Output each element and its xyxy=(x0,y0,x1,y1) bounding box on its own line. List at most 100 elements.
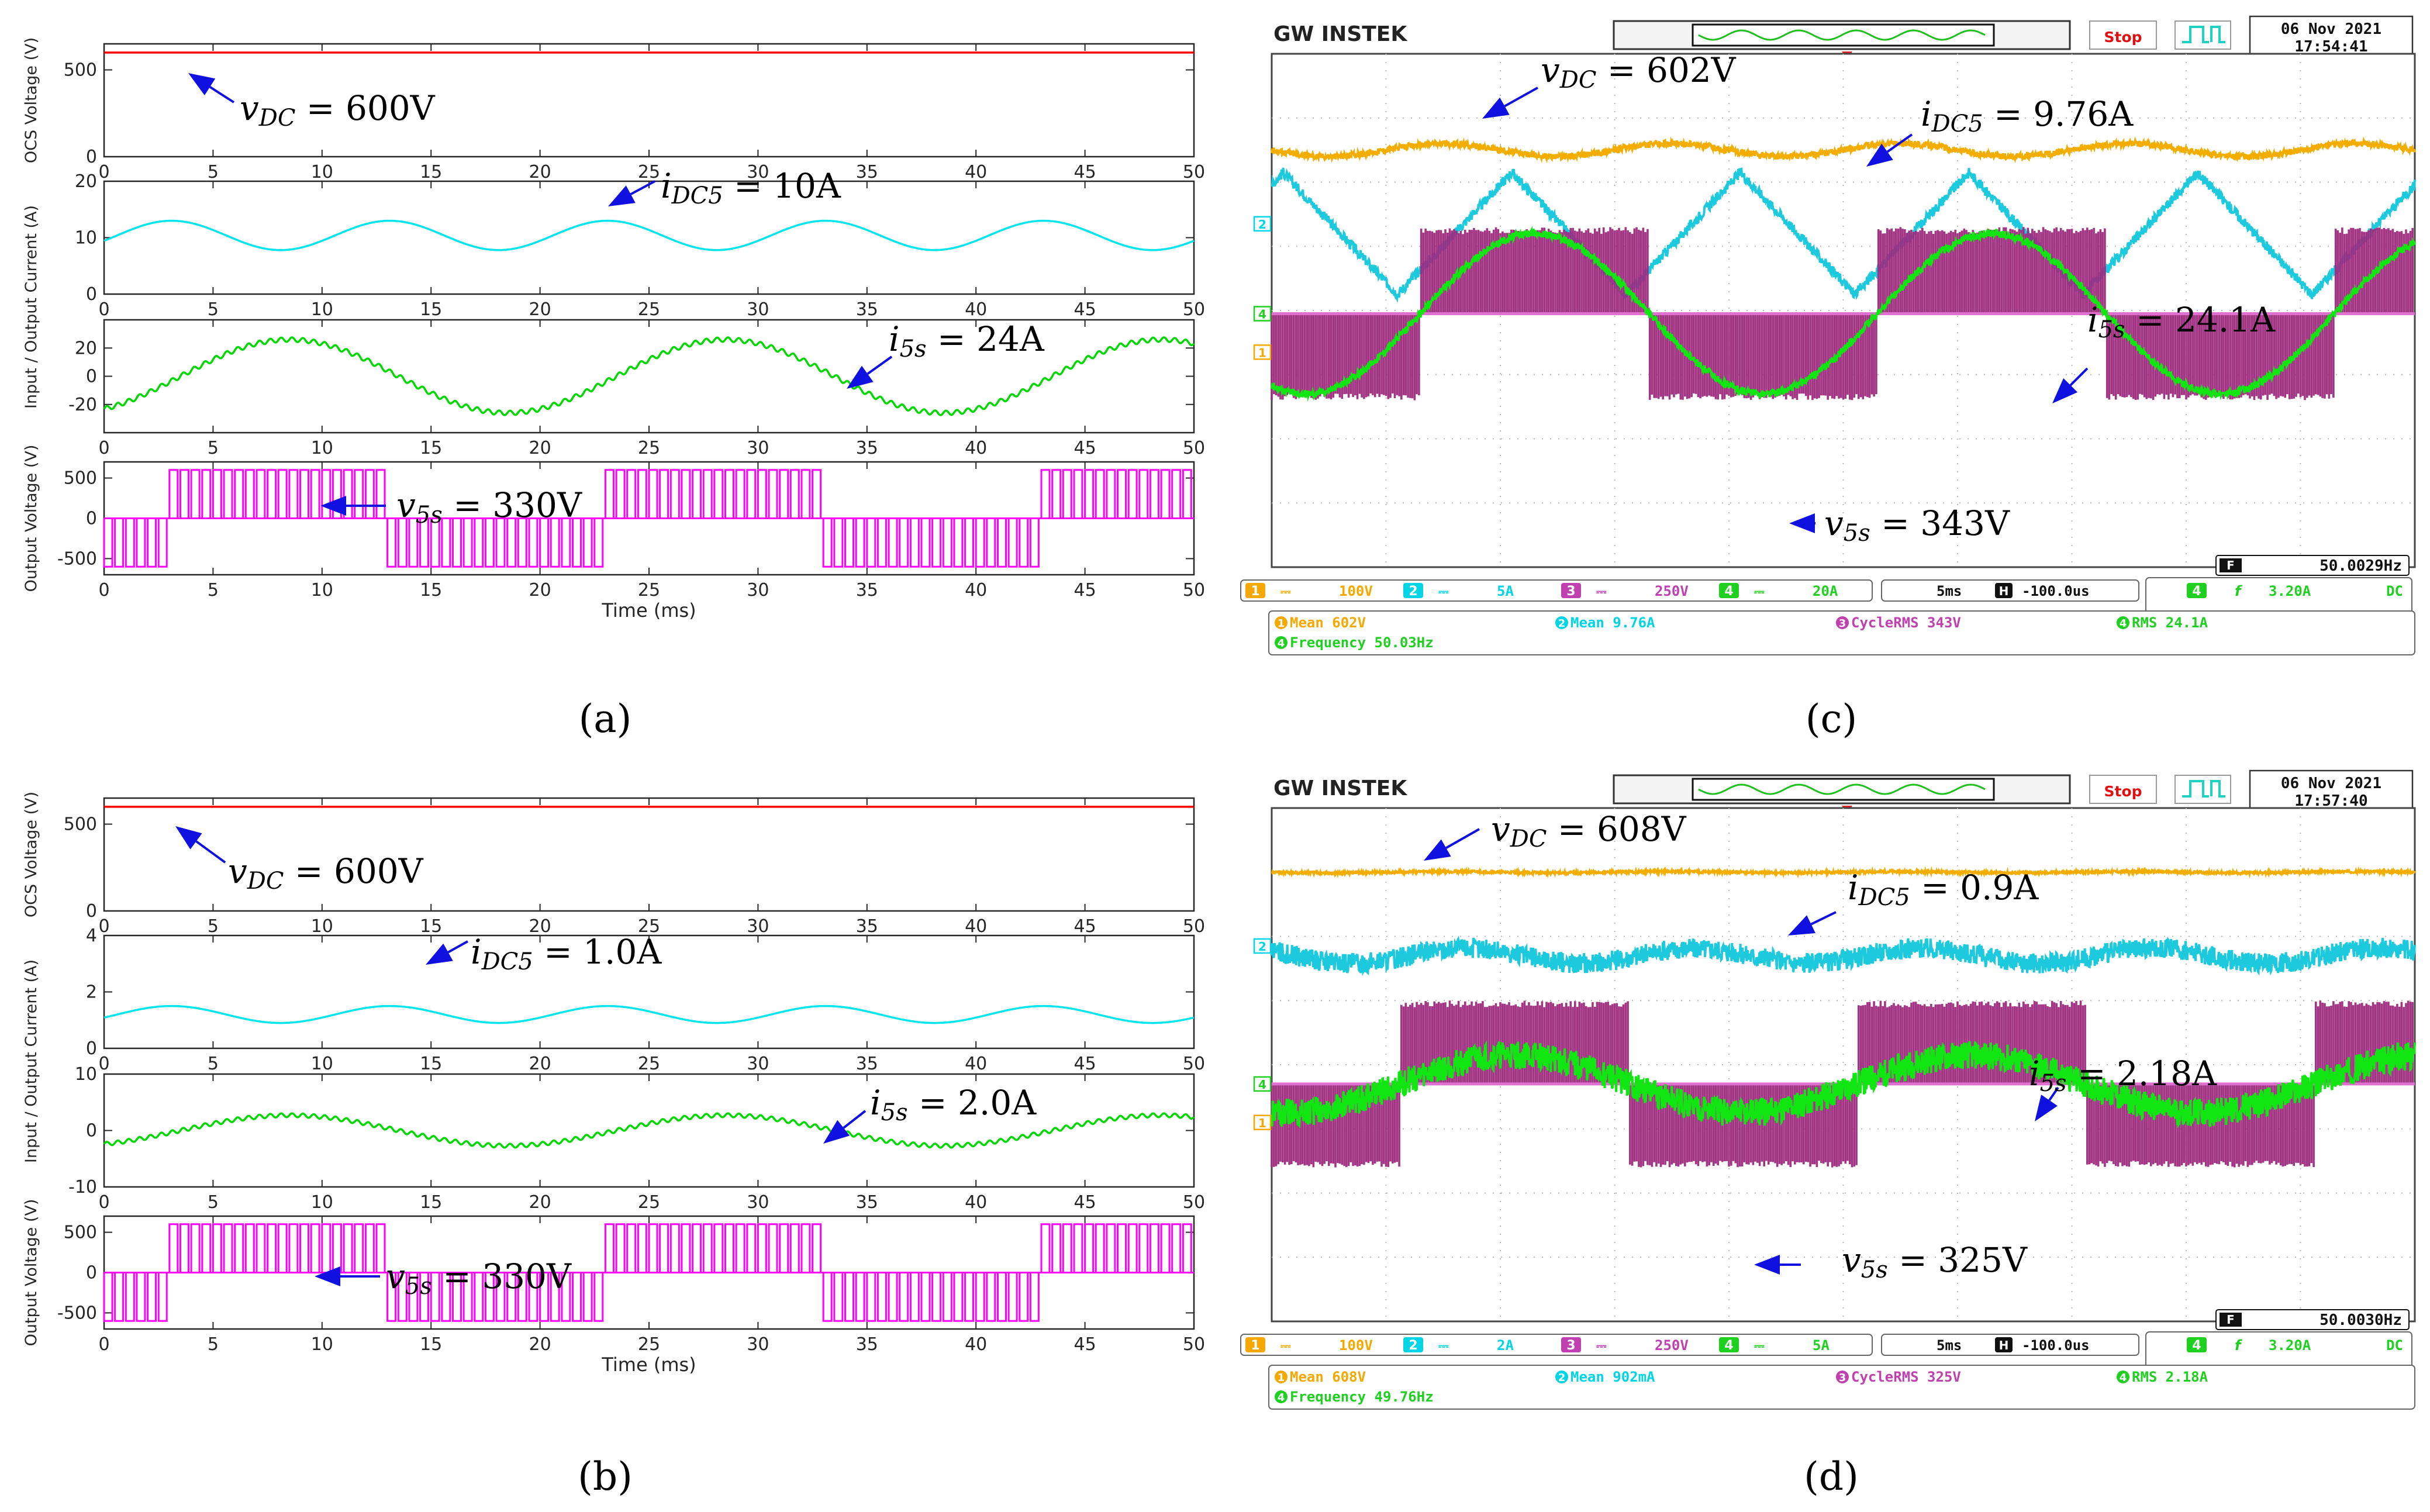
annotation-arrow-head xyxy=(1482,97,1510,119)
date-label: 06 Nov 2021 xyxy=(2281,20,2381,38)
y-tick-label: 0 xyxy=(86,901,97,921)
series-iDC5 xyxy=(103,1004,1195,1024)
x-tick-label: 30 xyxy=(747,1054,769,1074)
y-axis-label: Input / Output Current (A) xyxy=(22,205,40,409)
trigger-coupling: DC xyxy=(2386,1337,2403,1354)
freq-readout: 50.0030Hz xyxy=(2319,1311,2402,1329)
x-tick-label: 15 xyxy=(420,1334,442,1355)
x-tick-label: 25 xyxy=(638,580,660,600)
trigger-channel: 4 xyxy=(2192,584,2201,599)
y-axis-label: Output Voltage (V) xyxy=(22,445,40,592)
annotation-vDC: vDC = 600V xyxy=(175,826,424,895)
channel-marker-label: 4 xyxy=(1258,1078,1266,1092)
series-i5s xyxy=(103,336,1195,416)
panel-a-2: 0 5 10 15 20 25 30 35 40 45 50 -20 0 20 xyxy=(68,319,1205,458)
x-tick-label: 10 xyxy=(311,1054,333,1074)
annotation-arrow-shaft xyxy=(195,840,226,864)
x-tick-label: 40 xyxy=(965,1054,987,1074)
plot-frame xyxy=(103,319,1195,434)
channel-marker xyxy=(1253,1076,1272,1092)
measurement-channel: 3 xyxy=(1839,1372,1846,1384)
channel-number-box[interactable] xyxy=(1719,1337,1739,1352)
memory-waveform xyxy=(1698,29,1986,41)
channel-number-box[interactable] xyxy=(1561,1337,1581,1352)
y-tick-label: 10 xyxy=(75,228,97,248)
channel-marker-label: 1 xyxy=(1258,1116,1266,1130)
x-tick-label: 50 xyxy=(1183,1054,1205,1074)
x-tick-label: 0 xyxy=(98,438,109,458)
x-tick-label: 50 xyxy=(1183,162,1205,182)
channel-marker xyxy=(1253,344,1272,360)
stop-indicator[interactable] xyxy=(2089,20,2157,50)
channel-marker-label: 4 xyxy=(1258,307,1266,321)
channel-scale: 250V xyxy=(1655,1337,1689,1354)
annotation-label: v5s = 343V xyxy=(1824,503,2010,547)
measurement-channel: 4 xyxy=(2120,1372,2127,1384)
y-tick-label: 0 xyxy=(86,367,97,387)
annotation-arrow-head xyxy=(2052,378,2078,403)
trace-v5s xyxy=(1271,227,2414,401)
x-tick-label: 5 xyxy=(208,1054,219,1074)
x-tick-label: 40 xyxy=(965,580,987,600)
x-tick-label: 45 xyxy=(1074,438,1096,458)
y-tick-label: -20 xyxy=(68,395,97,415)
x-tick-label: 30 xyxy=(747,916,769,937)
x-tick-label: 25 xyxy=(638,438,660,458)
time-label: 17:57:40 xyxy=(2294,792,2367,810)
position-tag: H xyxy=(1999,1338,2009,1352)
channel-number-box[interactable] xyxy=(1403,1337,1423,1352)
x-tick-label: 5 xyxy=(208,162,219,182)
edge-trigger-icon xyxy=(2182,780,2225,798)
x-tick-label: 20 xyxy=(529,299,551,320)
x-tick-label: 10 xyxy=(311,299,333,320)
brand-logo: GW INSTEK xyxy=(1273,776,1407,800)
x-tick-label: 45 xyxy=(1074,1054,1096,1074)
trigger-channel-box[interactable] xyxy=(2187,1337,2207,1352)
annotation-label: i5s = 24A xyxy=(889,319,1045,363)
trigger-channel-box[interactable] xyxy=(2187,583,2207,598)
annotation-label: i5s = 2.0A xyxy=(870,1083,1037,1126)
x-tick-label: 0 xyxy=(98,580,109,600)
channel-marker-label: 2 xyxy=(1258,940,1266,954)
annotation-arrow-shaft xyxy=(1886,133,1913,153)
y-tick-label: 500 xyxy=(64,1223,97,1243)
x-tick-label: 30 xyxy=(747,438,769,458)
channel-number: 4 xyxy=(1724,584,1733,599)
channel-number-box[interactable] xyxy=(1561,583,1581,598)
channel-number-box[interactable] xyxy=(1403,583,1423,598)
measurement-channel-dot xyxy=(1275,1371,1288,1383)
trace-iDC5 xyxy=(1271,935,2416,976)
channel-number-box[interactable] xyxy=(1245,1337,1265,1352)
measurement-value: Frequency 50.03Hz xyxy=(1290,634,1434,651)
channel-marker xyxy=(1253,216,1272,232)
x-tick-label: 50 xyxy=(1183,299,1205,320)
annotation-arrow-head xyxy=(1789,513,1815,533)
annotation-arrow-shaft xyxy=(867,355,893,375)
channel-number-box[interactable] xyxy=(1719,583,1739,598)
annotation-label: vDC = 600V xyxy=(240,88,436,132)
y-axis-label: OCS Voltage (V) xyxy=(22,37,40,163)
measurement-value: CycleRMS 325V xyxy=(1851,1369,1961,1385)
coupling-dc-icon: ⎓ xyxy=(1596,585,1607,599)
coupling-dc-icon: ⎓ xyxy=(1280,585,1291,599)
trace-i5s xyxy=(1271,226,2416,402)
channel-number-box[interactable] xyxy=(1245,583,1265,598)
coupling-dc-icon: ⎓ xyxy=(1754,1339,1765,1354)
x-tick-label: 45 xyxy=(1074,1192,1096,1213)
x-tick-label: 50 xyxy=(1183,916,1205,937)
annotation-iDC5: iDC5 = 1.0A xyxy=(426,932,662,975)
annotation-arrow-shaft xyxy=(630,180,655,195)
annotation-label: iDC5 = 10A xyxy=(661,166,841,209)
figure-captions: (a) (b) (c) (d) xyxy=(578,696,1859,1499)
annotation-label: v5s = 330V xyxy=(396,485,582,529)
x-tick-label: 25 xyxy=(638,916,660,937)
stop-indicator[interactable] xyxy=(2089,775,2157,804)
annotation-arrow-head xyxy=(608,185,636,206)
trace-vDC xyxy=(1271,136,2416,164)
x-tick-label: 30 xyxy=(747,162,769,182)
